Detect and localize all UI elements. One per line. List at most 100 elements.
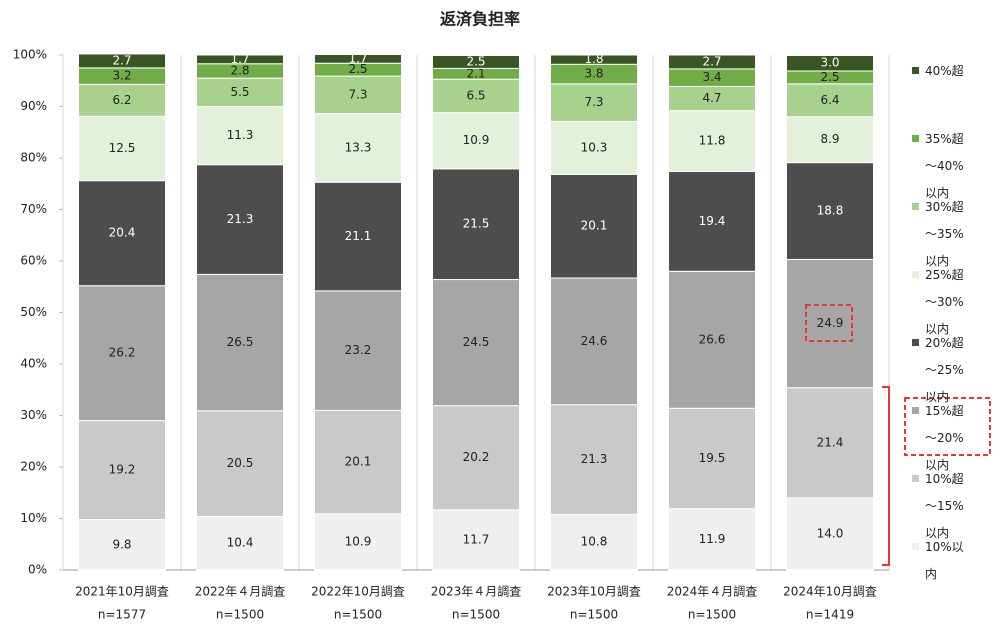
bar-segment [78, 115, 166, 182]
bar-segment [432, 405, 520, 511]
legend-marker [912, 407, 919, 414]
bar-segment [786, 83, 874, 118]
y-tick-label: 40% [20, 357, 47, 371]
value-label: 3.2 [112, 69, 131, 83]
value-label: 8.9 [820, 132, 839, 146]
value-label: 26.5 [227, 335, 254, 349]
bar-segment [786, 258, 874, 389]
value-label: 6.2 [112, 93, 131, 107]
value-label: 10.8 [581, 535, 608, 549]
value-label: 10.9 [463, 133, 490, 147]
legend-marker [912, 475, 919, 482]
y-tick-label: 90% [20, 99, 47, 113]
bar-segment [786, 387, 874, 499]
value-label: 11.8 [699, 134, 726, 148]
bar-segment [550, 404, 638, 515]
bar-segment [432, 509, 520, 571]
bar-segment [550, 173, 638, 279]
x-tick-note: n=1500 [452, 608, 500, 622]
value-label: 11.7 [463, 532, 490, 546]
bar-segment [196, 515, 284, 571]
value-label: 21.4 [817, 435, 844, 449]
value-label: 21.3 [227, 212, 254, 226]
value-label: 13.3 [345, 140, 372, 154]
value-label: 5.5 [230, 85, 249, 99]
legend-entry: 10%超～15%以内 [912, 466, 974, 547]
x-tick-label: 2023年10月調査 [547, 585, 641, 599]
x-tick-note: n=1500 [688, 608, 736, 622]
bar-segment [550, 513, 638, 571]
value-label: 2.5 [348, 62, 367, 76]
value-label: 1.7 [348, 51, 367, 65]
legend-entry: 25%超～30%以内 [912, 262, 974, 343]
value-label: 11.3 [227, 128, 254, 142]
value-label: 6.4 [820, 93, 839, 107]
bar-segment [78, 180, 166, 287]
bar-segment [432, 168, 520, 281]
bar-segment [314, 113, 402, 183]
bar-segment [786, 116, 874, 164]
value-label: 2.7 [702, 54, 721, 68]
highlight-box [805, 304, 853, 342]
x-tick-label: 2022年10月調査 [311, 585, 405, 599]
value-label: 20.1 [581, 219, 608, 233]
bar-segment [196, 54, 284, 65]
value-label: 24.6 [581, 334, 608, 348]
legend-entry: 40%超 [912, 58, 974, 85]
bar-segment [668, 54, 756, 70]
value-label: 23.2 [345, 343, 372, 357]
bar-segment [314, 409, 402, 515]
value-label: 2.1 [466, 66, 485, 80]
value-label: 10.3 [581, 140, 608, 154]
bar-segment [78, 83, 166, 117]
legend-entry: 10%以内 [912, 534, 974, 588]
value-label: 21.1 [345, 229, 372, 243]
bar-segment [668, 508, 756, 571]
value-label: 21.5 [463, 217, 490, 231]
value-label: 1.7 [230, 52, 249, 66]
bar-segment [314, 513, 402, 571]
value-label: 10.4 [227, 536, 254, 550]
x-tick-note: n=1577 [98, 608, 146, 622]
bar-segment [196, 77, 284, 108]
plot: 0% 10% 20% 30% 40% 50% 60% 70% 80% 90% 100% 9.8 19.2… [13, 48, 890, 622]
legend-label: 25%超～30%以内 [925, 268, 964, 336]
bar-segment [314, 181, 402, 292]
value-label: 2.8 [230, 63, 249, 77]
legend-marker [912, 203, 919, 210]
value-label: 19.2 [109, 463, 136, 477]
legend-entry: 30%超～35%以内 [912, 194, 974, 275]
y-tick-label: 60% [20, 254, 47, 268]
bar-segment [432, 55, 520, 69]
value-label: 24.9 [817, 316, 844, 330]
legend-highlight-box [904, 397, 991, 456]
bar-segment [196, 273, 284, 412]
x-tick-label: 2021年10月調査 [75, 585, 169, 599]
bar-segment [550, 120, 638, 175]
x-tick-label: 2024年10月調査 [783, 585, 877, 599]
bar-segment [668, 407, 756, 510]
legend-label: 10%以内 [925, 540, 964, 581]
bar-segment [314, 290, 402, 411]
bar-segment [786, 497, 874, 571]
value-label: 20.5 [227, 456, 254, 470]
y-tick-label: 50% [20, 305, 47, 319]
value-label: 21.3 [581, 452, 608, 466]
bar-segment [196, 164, 284, 275]
value-label: 3.4 [702, 70, 721, 84]
value-label: 7.3 [348, 87, 367, 101]
bar-segment [668, 170, 756, 272]
value-label: 2.5 [820, 70, 839, 84]
bar-segment [314, 53, 402, 64]
value-label: 26.2 [109, 346, 136, 360]
bar-segment [196, 106, 284, 166]
value-label: 14.0 [817, 526, 844, 540]
y-tick-label: 0% [28, 563, 47, 577]
value-label: 7.3 [584, 95, 603, 109]
value-label: 19.4 [699, 214, 726, 228]
bar-segment [550, 54, 638, 65]
legend-label: 40%超 [925, 64, 964, 78]
value-label: 19.5 [699, 451, 726, 465]
